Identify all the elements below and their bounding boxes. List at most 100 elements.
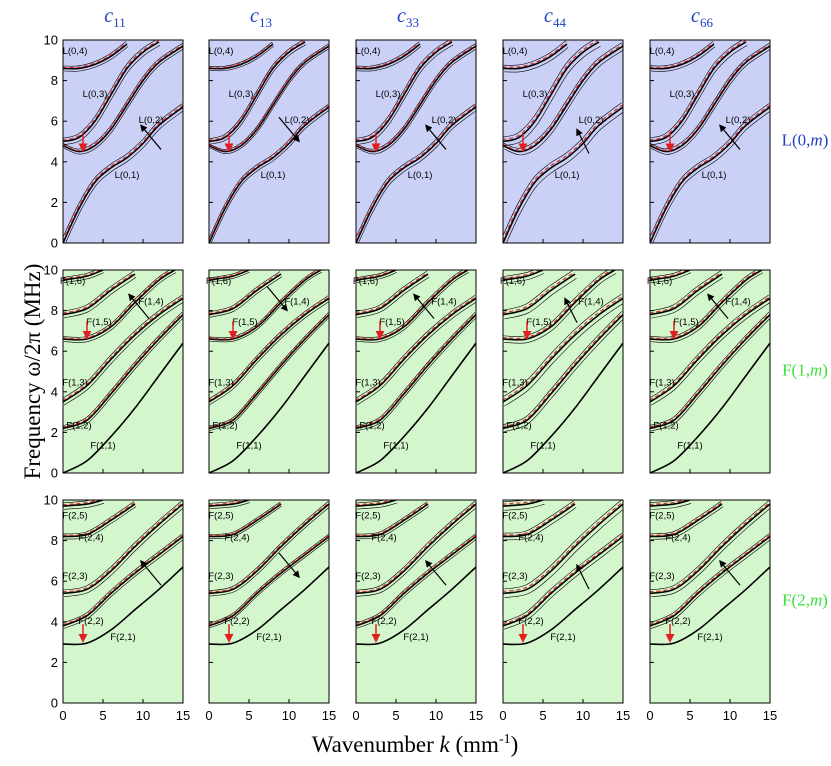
mode-curve-lower xyxy=(504,540,623,630)
panel-frame xyxy=(649,499,771,704)
mode-curve xyxy=(63,270,104,281)
mode-curve-upper xyxy=(209,104,329,240)
mode-curve-upper xyxy=(356,295,476,399)
mode-label: F(2,5) xyxy=(502,510,527,521)
perturbed-curve xyxy=(503,296,623,401)
mode-curve-lower xyxy=(209,271,250,283)
mode-curve-lower xyxy=(64,44,161,145)
x-tick-label: 15 xyxy=(763,708,777,723)
mode-curve-upper xyxy=(63,533,183,624)
x-tick-label: 0 xyxy=(352,708,359,723)
perturbed-curve xyxy=(209,313,329,428)
black-arrow xyxy=(140,559,162,586)
panel-frame xyxy=(649,39,771,244)
mode-curve-lower xyxy=(504,273,545,284)
mode-label: F(1,1) xyxy=(677,441,702,452)
mode-curve-upper xyxy=(503,500,527,503)
mode-label: F(2,5) xyxy=(355,510,380,521)
mode-curve xyxy=(503,43,568,70)
mode-curve xyxy=(650,270,691,281)
mode-curve xyxy=(503,41,600,143)
mode-curve-upper xyxy=(503,102,622,237)
mode-curve-lower xyxy=(64,277,137,319)
mode-curve-upper xyxy=(650,270,684,278)
mode-curve-lower xyxy=(652,110,770,243)
mode-label: F(2,5) xyxy=(208,510,233,521)
mode-curve xyxy=(209,566,329,646)
perturbed-curve xyxy=(209,40,305,141)
mode-label: F(2,2) xyxy=(78,616,103,627)
mode-curve xyxy=(209,314,329,430)
x-tick-label: 0 xyxy=(646,708,653,723)
mode-curve-lower xyxy=(357,44,454,145)
mode-label: L(0,2) xyxy=(285,115,310,126)
mode-label: F(2,3) xyxy=(208,571,233,582)
mode-label: F(2,1) xyxy=(697,632,722,643)
perturbed-curve xyxy=(356,502,428,537)
mode-curve-upper xyxy=(650,270,721,312)
perturbed-curve xyxy=(503,271,575,314)
mode-label: F(1,1) xyxy=(383,441,408,452)
mode-curve-lower xyxy=(209,316,329,431)
panel-F1-col3: F(1,1) F(1,2) F(1,3) F(1,4) F(1,5) F(1,6) xyxy=(353,269,477,474)
mode-curve xyxy=(63,503,136,538)
mode-curve-lower xyxy=(651,503,692,510)
mode-curve-upper xyxy=(503,293,622,398)
mode-curve xyxy=(356,314,476,430)
black-arrow xyxy=(576,128,590,154)
mode-curve xyxy=(356,566,476,646)
y-tick-label: 8 xyxy=(51,73,58,88)
x-tick-label: 5 xyxy=(392,708,399,723)
mode-label: F(1,4) xyxy=(725,297,750,308)
panel-background xyxy=(209,500,329,703)
perturbed-curve xyxy=(63,296,183,401)
panel-background xyxy=(63,500,183,703)
mode-curve-lower xyxy=(64,502,105,510)
panel-background xyxy=(63,40,183,243)
mode-label: L(0,4) xyxy=(209,46,234,57)
y-tick-label: 10 xyxy=(44,33,58,48)
mode-label: F(1,3) xyxy=(62,378,87,389)
y-tick-label: 0 xyxy=(51,466,58,481)
panel-frame xyxy=(502,39,624,244)
perturbed-curve xyxy=(503,312,623,428)
panel-frame xyxy=(62,39,184,244)
perturbed-curve xyxy=(650,313,770,428)
y-tick-label: 2 xyxy=(51,655,58,670)
mode-curve xyxy=(63,106,183,243)
mode-curve-upper xyxy=(650,533,770,624)
mode-label: F(2,2) xyxy=(371,616,396,627)
mode-curve-lower xyxy=(63,539,183,629)
mode-curve xyxy=(503,566,623,646)
perturbed-curve xyxy=(650,272,722,314)
mode-curve xyxy=(63,566,183,646)
perturbed-curve xyxy=(209,105,329,243)
mode-curve-lower xyxy=(650,272,764,343)
mode-label: F(1,2) xyxy=(653,420,678,431)
mode-label: L(0,2) xyxy=(139,115,164,126)
perturbed-curve xyxy=(503,104,623,242)
panel-background xyxy=(209,270,329,473)
mode-label: L(0,2) xyxy=(579,115,604,126)
perturbed-curve xyxy=(356,44,476,152)
mode-curve xyxy=(63,273,136,316)
perturbed-curve xyxy=(356,313,476,428)
y-tick-label: 2 xyxy=(51,195,58,210)
perturbed-curve xyxy=(209,502,329,593)
mode-label: F(1,3) xyxy=(208,378,233,389)
perturbed-curve xyxy=(650,534,770,626)
x-tick-label: 0 xyxy=(59,708,66,723)
x-tick-label: 5 xyxy=(686,708,693,723)
mode-curve-upper xyxy=(650,41,714,67)
panel-background xyxy=(503,270,623,473)
panel-L0-col4: L(0,1) L(0,2) L(0,3) L(0,4) xyxy=(502,39,624,244)
panel-F1-col2: F(1,1) F(1,2) F(1,3) F(1,4) F(1,5) F(1,6) xyxy=(206,269,330,474)
panel-frame xyxy=(355,499,477,704)
black-arrow xyxy=(719,124,741,150)
perturbed-curve xyxy=(356,272,428,314)
mode-curve-lower xyxy=(651,302,770,406)
perturbed-curve xyxy=(356,40,452,141)
mode-label: L(0,1) xyxy=(408,170,433,181)
perturbed-curve xyxy=(650,502,770,593)
mode-curve-upper xyxy=(209,270,245,279)
